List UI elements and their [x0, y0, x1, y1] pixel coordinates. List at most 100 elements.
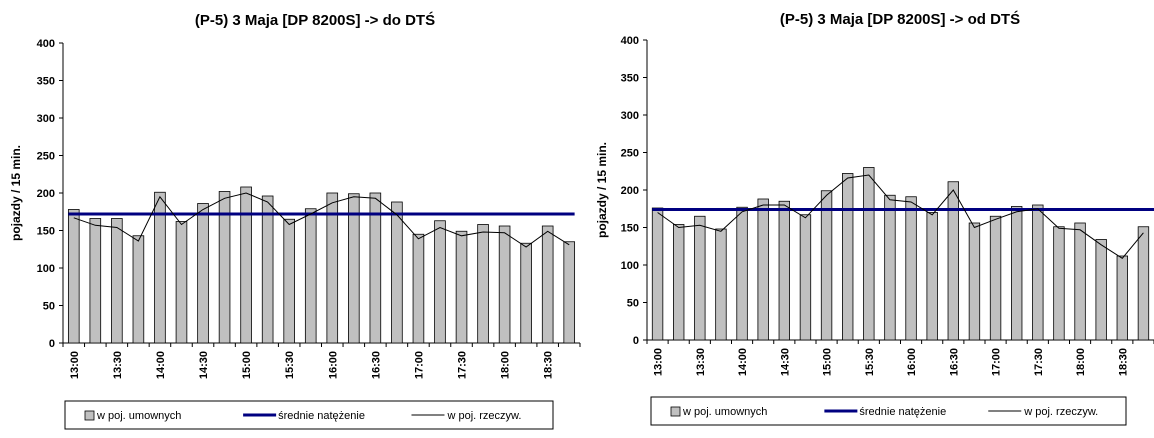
legend-label-line: w poj. rzeczyw.: [446, 410, 521, 422]
y-tick-label: 200: [621, 185, 639, 197]
bar: [778, 200, 790, 341]
chart-title: (P-5) 3 Maja [DP 8200S] -> do DTŚ: [195, 11, 435, 29]
x-tick-label: 18:00: [1075, 348, 1087, 376]
bar: [67, 209, 80, 344]
bar: [799, 214, 812, 341]
x-tick-label: 13:30: [695, 348, 707, 376]
bar: [240, 186, 252, 344]
x-tick-label: 16:00: [906, 348, 918, 376]
legend-label-bars: w poj. umownych: [682, 406, 767, 418]
y-tick-label: 400: [621, 35, 639, 47]
legend-label-line: w poj. rzeczyw.: [1023, 406, 1098, 418]
legend-label-bars: w poj. umownych: [96, 410, 181, 422]
real-vehicles-line: [73, 192, 570, 248]
legend-box: [650, 396, 1127, 426]
y-tick-label: 150: [621, 223, 639, 235]
chart-od-dts: (P-5) 3 Maja [DP 8200S] -> od DTŚ pojazdy…: [595, 10, 1154, 426]
x-tick-label: 15:30: [864, 348, 876, 376]
bar: [132, 235, 145, 344]
bar: [1116, 255, 1128, 341]
x-tick-label: 14:00: [155, 351, 167, 379]
x-tick-label: 17:00: [413, 351, 425, 379]
x-tick-label: 13:00: [69, 351, 81, 379]
bar: [715, 228, 727, 341]
y-axis-label: pojazdy / 15 min.: [595, 142, 609, 238]
bar: [175, 221, 188, 344]
y-tick-label: 250: [621, 148, 639, 160]
bar: [520, 242, 532, 344]
x-tick-label: 15:00: [822, 348, 834, 376]
bar: [757, 198, 769, 341]
bar: [89, 218, 102, 344]
y-tick-label: 50: [43, 301, 55, 313]
bar: [989, 215, 1002, 341]
y-tick-label: 100: [37, 263, 55, 275]
bar: [111, 218, 123, 344]
x-tick-label: 16:30: [370, 351, 382, 379]
bar: [1095, 239, 1107, 341]
bar: [304, 208, 317, 344]
chart-title: (P-5) 3 Maja [DP 8200S] -> od DTŚ: [780, 10, 1020, 28]
x-tick-label: 17:00: [991, 348, 1003, 376]
y-tick-label: 400: [37, 38, 55, 50]
y-axis-label: pojazdy / 15 min.: [9, 145, 23, 241]
x-tick-label: 15:30: [284, 351, 296, 379]
y-tick-label: 100: [621, 260, 639, 272]
x-tick-label: 17:30: [457, 351, 469, 379]
legend-box: [64, 400, 554, 430]
y-tick-label: 150: [37, 226, 55, 238]
bar: [369, 192, 382, 344]
bar: [968, 222, 981, 341]
bar: [197, 203, 209, 344]
bar: [1137, 226, 1150, 341]
x-tick-label: 17:30: [1033, 348, 1045, 376]
bar: [694, 215, 706, 341]
bar: [218, 191, 231, 344]
y-tick-label: 250: [37, 151, 55, 163]
bar: [412, 233, 425, 344]
y-tick-label: 300: [37, 113, 55, 125]
x-tick-label: 13:30: [112, 351, 124, 379]
bar: [820, 190, 833, 341]
bar: [1032, 204, 1044, 341]
bar: [477, 224, 489, 344]
bar: [905, 196, 917, 341]
bar: [1074, 222, 1086, 341]
bar: [391, 201, 403, 344]
x-tick-label: 15:00: [241, 351, 253, 379]
y-tick-label: 0: [633, 335, 639, 347]
y-tick-label: 200: [37, 188, 55, 200]
bar: [261, 195, 274, 344]
bar: [736, 206, 748, 341]
bar: [863, 167, 875, 341]
y-tick-label: 300: [621, 110, 639, 122]
legend-bar-swatch: [84, 410, 95, 421]
y-tick-label: 0: [49, 338, 55, 350]
x-tick-label: 14:30: [779, 348, 791, 376]
bar: [563, 241, 576, 344]
x-tick-label: 18:30: [543, 351, 555, 379]
x-tick-label: 14:00: [737, 348, 749, 376]
bar: [1053, 226, 1065, 341]
legend-label-mean: średnie natężenie: [859, 406, 946, 418]
bar: [673, 224, 685, 341]
bar: [348, 193, 360, 344]
bar: [498, 225, 511, 344]
legend-label-mean: średnie natężenie: [278, 410, 365, 422]
bar: [884, 194, 896, 341]
bar: [926, 212, 938, 341]
bar: [283, 218, 295, 344]
bar: [455, 230, 468, 344]
x-tick-label: 16:30: [948, 348, 960, 376]
x-tick-label: 14:30: [198, 351, 210, 379]
x-tick-label: 13:00: [653, 348, 665, 376]
bar: [651, 207, 664, 341]
chart-do-dts: (P-5) 3 Maja [DP 8200S] -> do DTŚ pojazdy…: [9, 11, 581, 430]
y-tick-label: 350: [621, 73, 639, 85]
real-vehicles-line: [657, 174, 1144, 259]
bar: [434, 220, 446, 344]
y-tick-label: 350: [37, 76, 55, 88]
legend-bar-swatch: [670, 406, 681, 417]
x-tick-label: 16:00: [327, 351, 339, 379]
